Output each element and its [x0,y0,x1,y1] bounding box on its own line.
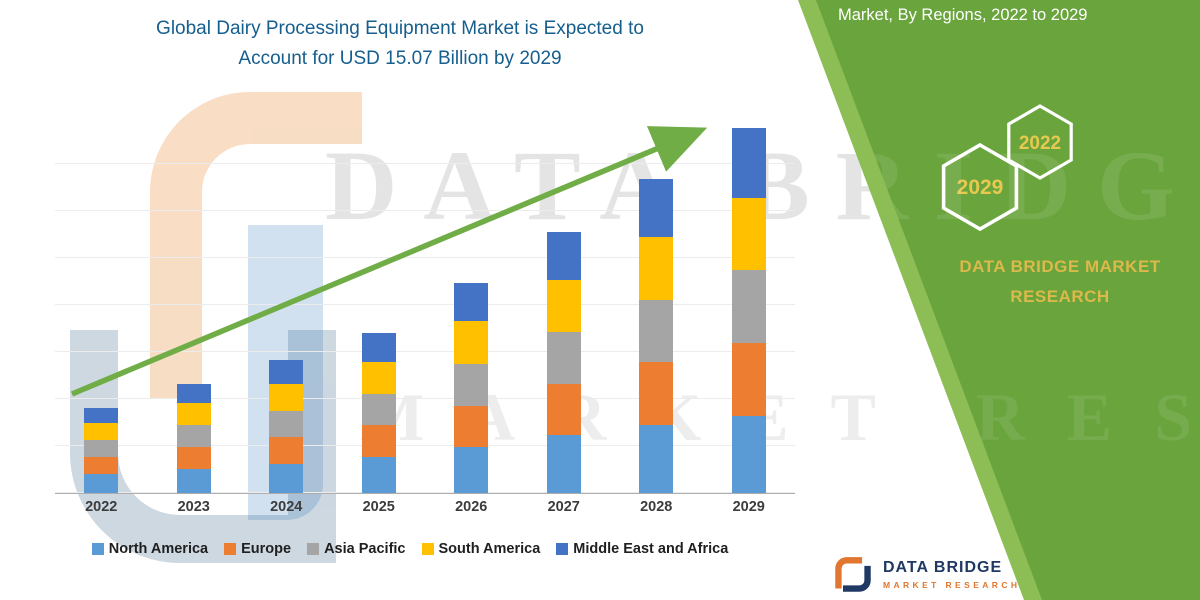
bar-segment-europe [731,343,766,416]
bar-segment-south-america [176,403,211,426]
bar-segment-north-america [454,447,489,493]
legend-item: Middle East and Africa [556,541,728,557]
footer-brand-name: DATA BRIDGE [883,558,1003,576]
hexagon-2029-label: 2029 [957,176,1004,199]
bar-segment-north-america [639,425,674,493]
legend-item: Asia Pacific [307,541,406,557]
bar-segment-middle-east-and-africa [176,384,211,404]
legend-item: North America [91,541,209,557]
bar-column-2028 [610,118,703,493]
bar-segment-europe [454,405,489,447]
bar-segment-asia-pacific [84,439,119,457]
bar-segment-south-america [361,362,396,394]
legend-swatch [224,543,237,555]
legend-item: Europe [224,541,291,557]
bar-segment-middle-east-and-africa [269,360,304,385]
trend-arrow-line [70,126,708,397]
legend-swatch [91,543,104,555]
plot-area [55,118,795,494]
bar-column-2026 [425,118,518,493]
hexagon-badges: 2022 2029 [941,104,1073,232]
x-axis-label: 2029 [732,499,765,515]
x-axis-label: 2024 [270,499,303,515]
bar-segment-south-america [546,280,581,333]
bar-segment-europe [639,362,674,426]
bar-segment-asia-pacific [176,425,211,448]
bar-segment-north-america [361,456,396,493]
legend-label: Asia Pacific [324,541,406,557]
x-axis-label: 2027 [547,499,580,515]
legend-swatch [556,543,569,555]
bar-segment-asia-pacific [361,393,396,426]
bar-segment-middle-east-and-africa [639,178,674,237]
legend-label: South America [438,541,541,557]
x-axis-label: 2025 [362,499,395,515]
bar-segment-north-america [546,434,581,493]
bar-segment-europe [546,384,581,435]
footer-brand-sub: MARKET RESEARCH [883,579,1021,590]
bar-segment-asia-pacific [546,332,581,385]
bars-row [55,118,795,493]
bar-segment-north-america [84,473,119,493]
legend-swatch [307,543,320,555]
bar-segment-middle-east-and-africa [84,408,119,423]
bar-segment-south-america [731,197,766,271]
page-title: Global Dairy Processing Equipment Market… [55,14,745,74]
bar-column-2022 [55,118,148,493]
bar-segment-europe [361,425,396,457]
bar-column-2029 [703,118,796,493]
bar-segment-middle-east-and-africa [731,128,766,198]
trend-arrow [70,126,708,397]
bar-segment-europe [84,456,119,474]
bar-column-2024 [240,118,333,493]
bar-column-2027 [518,118,611,493]
bar-segment-asia-pacific [639,299,674,363]
legend-label: Middle East and Africa [573,541,729,557]
bar-column-2025 [333,118,426,493]
hexagon-2022-outline [1007,104,1073,180]
sidebar-brand-line2: RESEARCH [1010,287,1110,306]
x-axis-label: 2026 [455,499,488,515]
bar-segment-asia-pacific [454,363,489,406]
footer-brand: DATA BRIDGE MARKET RESEARCH [833,554,1020,594]
bar-segment-south-america [84,422,119,440]
x-axis-label: 2028 [640,499,673,515]
x-axis-label: 2023 [177,499,210,515]
sidebar-brand-text: DATA BRIDGE MARKET RESEARCH [940,252,1180,312]
chart-legend: North America Europe Asia Pacific South Ame… [30,541,790,557]
bar-segment-asia-pacific [269,410,304,438]
bar-segment-south-america [269,384,304,411]
sidebar-brand-line1: DATA BRIDGE MARKET [959,257,1161,276]
bar-segment-middle-east-and-africa [454,282,489,322]
bar-column-2023 [148,118,241,493]
bar-segment-north-america [731,415,766,493]
bar-segment-asia-pacific [731,270,766,344]
x-axis-label: 2022 [85,499,118,515]
legend-label: Europe [241,541,292,557]
legend-label: North America [108,541,209,557]
bar-segment-europe [269,437,304,464]
sidebar-heading: Market, By Regions, 2022 to 2029 [838,6,1088,24]
bar-segment-middle-east-and-africa [546,231,581,281]
bar-segment-north-america [176,468,211,493]
page-title-line1: Global Dairy Processing Equipment Market… [156,18,644,39]
legend-item: South America [421,541,541,557]
bar-segment-europe [176,447,211,469]
legend-swatch [421,543,434,555]
hexagon-2029-outline [941,142,1019,232]
bar-segment-middle-east-and-africa [361,333,396,363]
page-title-line2: Account for USD 15.07 Billion by 2029 [238,48,562,69]
bar-segment-north-america [269,464,304,493]
x-axis-labels: 2022 2023 2024 2025 2026 2027 2028 2029 [55,499,795,515]
hexagon-2022-label: 2022 [1019,133,1061,154]
bar-segment-south-america [639,236,674,300]
brand-logo-icon [835,557,871,592]
bar-segment-south-america [454,321,489,364]
